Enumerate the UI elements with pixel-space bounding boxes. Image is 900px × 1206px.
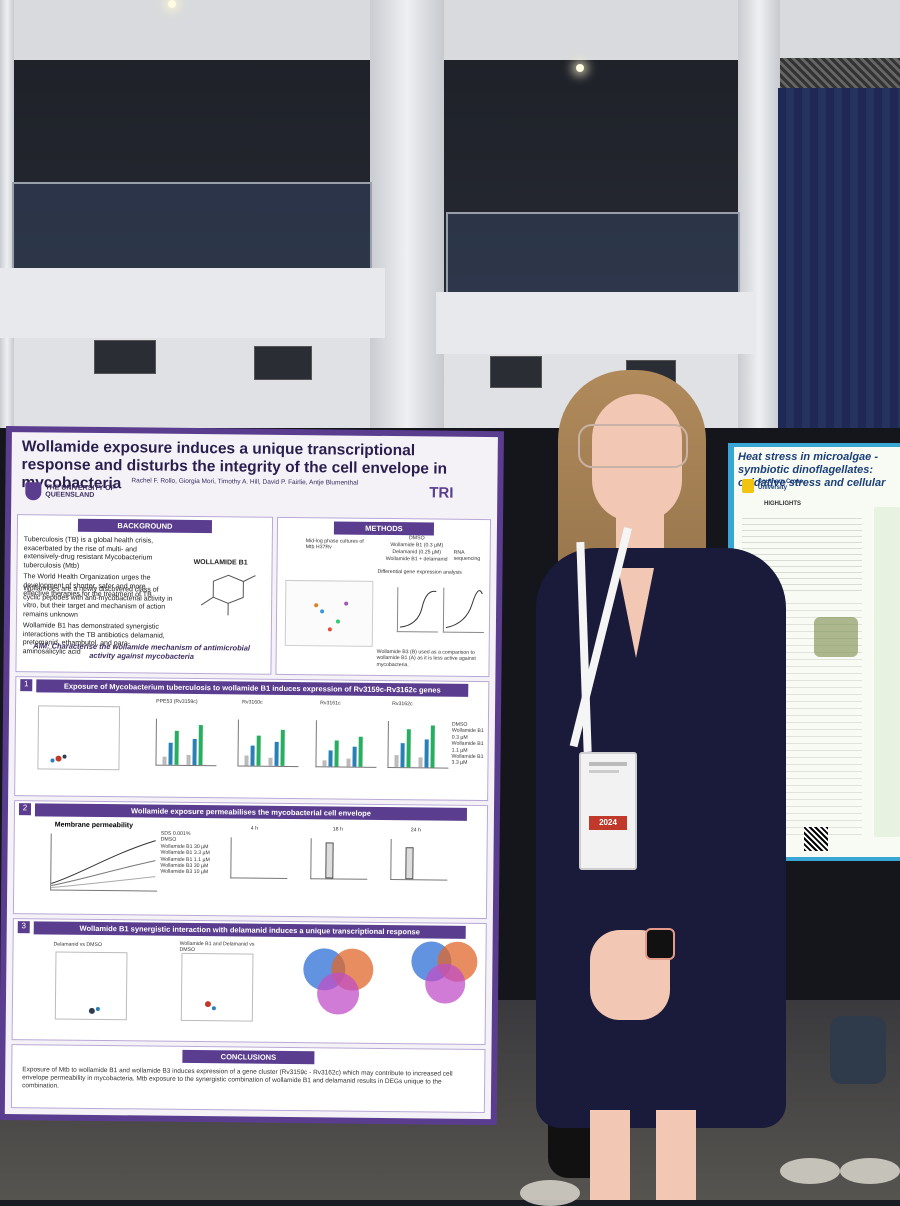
pillar (738, 0, 780, 430)
section-2-title: Wollamide exposure permeabilises the myc… (35, 803, 467, 821)
research-poster: Wollamide exposure induces a unique tran… (0, 426, 504, 1125)
volcano-plot (37, 705, 120, 770)
timepoint-label: 24 h (411, 827, 421, 834)
conclusions-heading: CONCLUSIONS (182, 1050, 314, 1064)
lower-wall (14, 338, 370, 430)
ceiling-light (576, 64, 584, 72)
legend-item: Wollamide B1 0.3 µM (452, 728, 486, 741)
highlights-heading: HIGHLIGHTS (764, 501, 801, 507)
legend-item: Wollamide B1 3.3 µM (451, 754, 485, 767)
crest-icon (25, 482, 41, 500)
floor-light-spot (520, 1180, 580, 1206)
side-poster-column (874, 507, 900, 837)
gene-bar-chart (315, 720, 376, 768)
permeability-chart-title: Membrane permeability (55, 822, 133, 830)
gene-bar-chart (387, 721, 448, 769)
balcony-railing (12, 182, 372, 282)
methods-condition: DMSO (382, 535, 452, 542)
volcano-plot (181, 953, 254, 1022)
gene-chart-title: Rv3160c (242, 699, 263, 706)
timepoint-chart (310, 838, 367, 880)
stage-curtain (778, 88, 900, 448)
name-badge: 2024 (579, 752, 637, 870)
gene-legend: DMSO Wollamide B1 0.3 µM Wollamide B1 1.… (451, 722, 485, 767)
section-1-title: Exposure of Mycobacterium tuberculosis t… (36, 679, 468, 697)
methods-step: RNA sequencing (454, 550, 488, 563)
floor-light-spot (840, 1158, 900, 1184)
badge-org-line (589, 770, 619, 773)
bullet-item: Wollamides are a newly discovered class … (23, 585, 173, 621)
balcony-slab (436, 292, 756, 354)
volcano-plot (55, 952, 128, 1021)
legend-item: Wollamide B3 10 µM (160, 869, 216, 876)
dose-curve-a (397, 587, 438, 632)
dose-curve-b (443, 588, 484, 633)
microscopy-image (814, 617, 858, 657)
pca-plot-graphic (286, 581, 373, 646)
molecule-structure-icon (193, 571, 264, 622)
conclusion-text: Exposure of Mtb to wollamide B1 and woll… (12, 1064, 484, 1097)
wall-window (94, 340, 156, 374)
leg (656, 1110, 696, 1200)
methods-condition: Wollamide B1 + delamanid (382, 556, 452, 563)
wall-window (490, 356, 542, 388)
section-number: 3 (18, 921, 30, 933)
wall-window (254, 346, 312, 380)
passerby-shoe (830, 1016, 886, 1084)
ceiling-light (168, 0, 176, 8)
molecule-label: WOLLAMIDE B1 (194, 559, 248, 567)
leg (590, 1110, 630, 1200)
gene-chart-title: Rv3162c (392, 701, 413, 708)
badge-name-line (589, 762, 627, 766)
timepoint-chart (390, 839, 447, 881)
results-section-1: 1 Exposure of Mycobacterium tuberculosis… (14, 676, 489, 801)
aim-statement: AIM: Characterise the wollamide mechanis… (27, 641, 257, 661)
venn-circle (317, 972, 359, 1014)
smartwatch-icon (645, 928, 675, 960)
lace-dress (536, 548, 786, 1128)
gene-bar-chart (155, 719, 216, 767)
section-number: 1 (20, 679, 32, 691)
venn-circle (425, 963, 465, 1003)
background-panel: BACKGROUND Tuberculosis (TB) is a global… (15, 514, 273, 675)
legend-item: Wollamide B1 1.1 µM (452, 741, 486, 754)
balcony-slab (0, 268, 385, 338)
methods-condition: Wollamide B1 (0.3 µM) (382, 542, 452, 549)
bullet-item: Tuberculosis (TB) is a global health cri… (23, 536, 173, 572)
timepoint-chart (230, 837, 287, 879)
pca-plot (285, 580, 374, 647)
gene-bar-chart (237, 719, 298, 767)
permeability-line-chart (50, 833, 158, 891)
results-section-2: 2 Wollamide exposure permeabilises the m… (13, 800, 488, 919)
volcano-label: Delamanid vs DMSO (54, 942, 103, 949)
badge-year: 2024 (589, 816, 627, 830)
methods-heading: METHODS (334, 521, 434, 535)
pillar (370, 0, 444, 430)
section-number: 2 (19, 803, 31, 815)
permeability-legend: SDS 0.001% DMSO Wollamide B1 30 µM Wolla… (160, 831, 216, 876)
timepoint-label: 18 h (333, 826, 343, 833)
side-poster-org: Southern Cross University (758, 479, 808, 491)
background-heading: BACKGROUND (78, 519, 212, 533)
shield-icon (742, 479, 754, 493)
floor-light-spot (780, 1158, 840, 1184)
glasses-icon (578, 424, 688, 468)
university-logo: THE UNIVERSITY OF QUEENSLAND (25, 480, 125, 503)
methods-step: Differential gene expression analysis (377, 569, 477, 576)
gene-chart-title: Rv3161c (320, 700, 341, 707)
section-3-title: Wollamide B1 synergistic interaction wit… (34, 921, 466, 939)
methods-caption: Wollamide B3 (B) used as a comparison to… (376, 649, 484, 669)
methods-culture: Mid-log phase cultures of Mtb H37Rv (306, 538, 366, 551)
tri-logo: TRI (429, 484, 453, 501)
university-name: THE UNIVERSITY OF QUEENSLAND (45, 484, 135, 499)
timepoint-label: 4 h (251, 826, 258, 832)
conclusions-panel: CONCLUSIONS Exposure of Mtb to wollamide… (11, 1044, 486, 1113)
gene-chart-title: PPE53 (Rv3159c) (156, 699, 198, 706)
results-section-3: 3 Wollamide B1 synergistic interaction w… (12, 918, 487, 1045)
qr-code-icon (804, 827, 828, 851)
methods-condition: Delamanid (0.25 µM) (382, 549, 452, 556)
methods-panel: METHODS Mid-log phase cultures of Mtb H3… (275, 517, 491, 677)
